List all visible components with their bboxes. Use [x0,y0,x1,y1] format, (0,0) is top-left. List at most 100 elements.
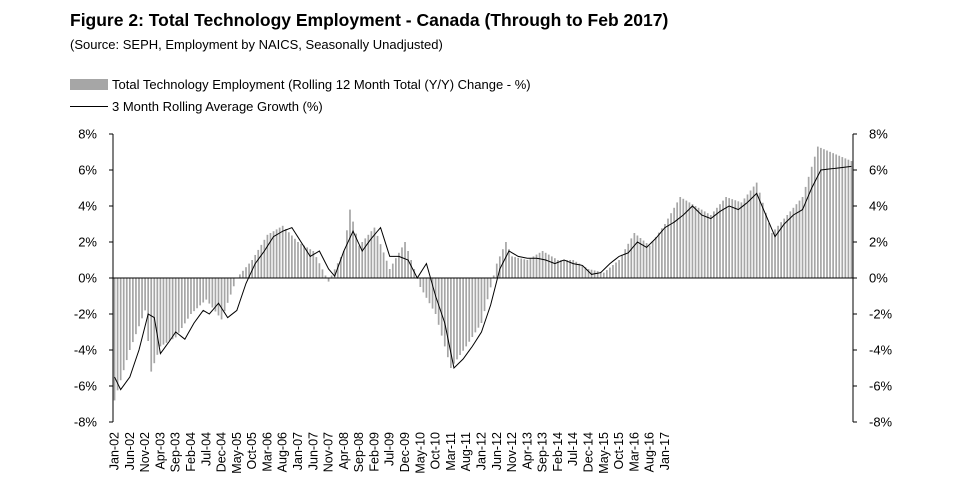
legend-swatch-line [70,106,108,107]
bar [306,247,309,278]
x-tick-label: Feb-14 [551,432,565,472]
bar [489,278,492,288]
bar [300,243,302,278]
bar [401,247,403,278]
bar [832,153,834,278]
x-tick-label: Apr-03 [153,432,167,470]
x-tick-label: Jan-07 [291,432,305,470]
x-tick-label: Jul-14 [566,432,580,466]
bar [364,238,367,278]
bar [156,278,159,355]
bar [661,228,663,278]
bar [807,176,810,278]
bar [477,278,480,328]
bar [654,236,657,278]
bar [214,278,217,312]
bar [615,262,617,278]
bar [404,242,406,278]
bar [147,278,150,341]
bar [471,278,474,338]
bar [508,249,510,278]
bar [706,213,709,278]
bar [125,278,128,361]
bar [275,229,278,278]
bar [538,252,541,278]
bar [324,275,327,278]
x-tick-label: Sep-08 [352,432,366,472]
bar [722,200,724,278]
x-tick-label: Sep-03 [169,432,183,472]
bar [193,278,195,312]
bar [768,222,770,278]
x-tick-label: Jan-12 [474,432,488,470]
bar [550,256,553,278]
bar [605,270,608,278]
bar [547,254,550,278]
bar [486,278,489,300]
x-tick-label: Jul-04 [199,432,213,466]
bar [122,278,125,371]
x-tick-label: Mar-16 [627,432,641,472]
bar [297,242,299,278]
bar [648,245,651,278]
bar [205,278,208,300]
bar [755,182,758,278]
bar [667,218,669,278]
y-tick-label-right: 6% [869,163,888,178]
bar [333,269,336,278]
y-tick-label-left: -2% [74,307,98,322]
bar [645,243,648,278]
bar [609,267,611,278]
bar [584,267,587,278]
bar [303,245,305,278]
bar [321,269,324,278]
bar [587,269,590,278]
legend-label-line: 3 Month Rolling Average Growth (%) [112,99,323,114]
bar [217,278,220,316]
x-tick-label: Mar-11 [444,432,458,471]
bar [150,278,153,372]
bar [174,278,177,338]
line-series [114,165,852,391]
y-tick-label-right: -8% [869,415,893,430]
bar [410,260,412,278]
bar [355,233,357,278]
bar [287,232,290,278]
bar [413,269,416,278]
x-tick-label: Apr-13 [520,432,534,470]
bar [498,256,501,278]
y-tick-label-left: 8% [78,127,97,142]
bar [743,198,746,278]
bar [761,202,764,278]
bar [456,278,458,360]
bar [263,239,266,278]
x-tick-label: Oct-15 [612,432,626,470]
bar [578,263,581,278]
bar [474,278,477,333]
bar [703,211,706,278]
bar [211,278,214,308]
bar [670,213,672,278]
bar [184,278,186,324]
line-series-group [114,165,852,391]
bar [462,278,464,351]
x-tick-label: Jul-09 [383,432,397,466]
bar [566,260,568,278]
chart-title: Figure 2: Total Technology Employment - … [70,10,669,30]
bar [272,231,275,278]
bar [141,278,143,319]
bar [789,211,792,278]
x-tick-label: Nov-12 [505,432,519,472]
x-tick-label: Jun-12 [490,432,504,470]
bar [309,249,312,278]
bar [398,252,400,278]
bar [281,225,284,278]
bar [367,234,370,278]
bar [330,275,333,278]
bar [651,241,654,278]
bar [318,263,321,278]
bar [315,257,318,278]
bar [391,263,394,278]
bar [691,204,694,278]
bar [835,154,838,278]
